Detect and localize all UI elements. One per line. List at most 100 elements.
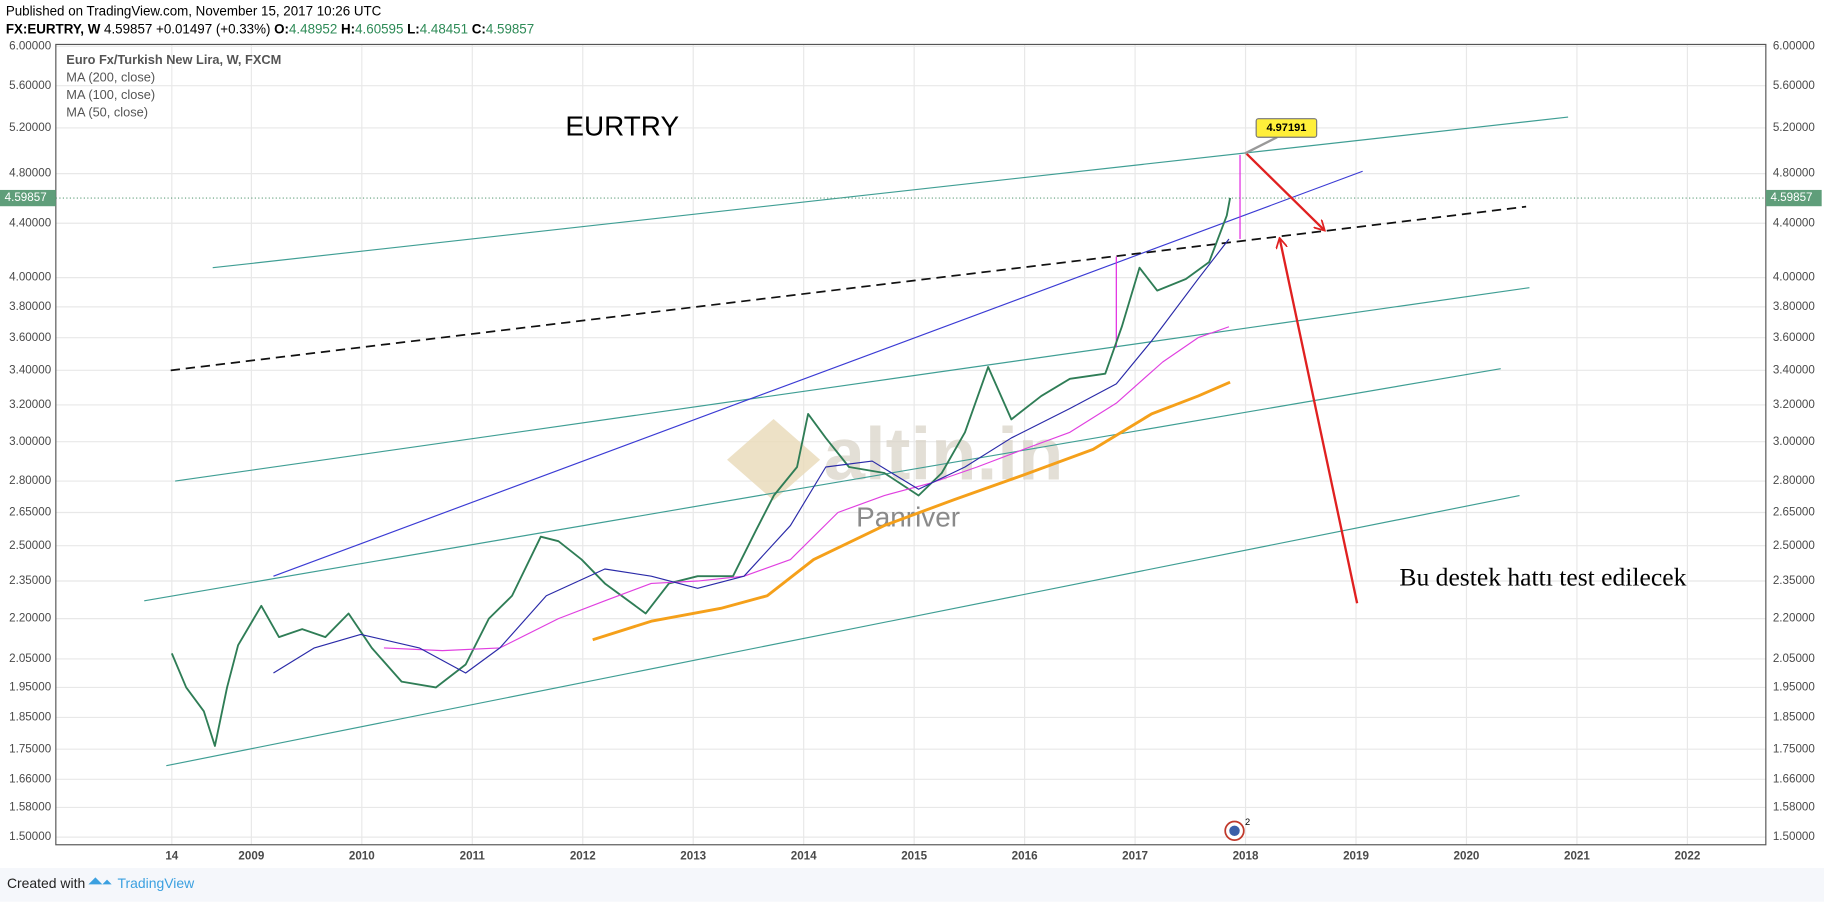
ohlc-label: C:	[472, 21, 486, 36]
symbol-line: FX:EURTRY, W 4.59857 +0.01497 (+0.33%) O…	[6, 21, 534, 36]
ohlc-value: 4.59857	[486, 21, 534, 36]
series-line	[170, 197, 1231, 747]
y-tick-label: 2.80000	[9, 474, 52, 487]
ohlc-value: 4.60595	[355, 21, 403, 36]
x-tick-label: 2014	[791, 849, 817, 862]
y-tick-label: 2.05000	[1773, 652, 1816, 665]
legend-entry: MA (200, close)	[66, 70, 155, 85]
event-badge: 2	[1245, 817, 1250, 827]
y-tick-label: 2.20000	[9, 612, 52, 625]
logo	[88, 877, 112, 885]
x-tick-label: 2018	[1233, 849, 1259, 862]
event-icon-inner	[1229, 825, 1240, 837]
series-line	[273, 238, 1230, 674]
y-tick-label: 3.80000	[9, 300, 52, 313]
x-tick-label: 2013	[680, 849, 706, 862]
y-tick-label: 1.66000	[9, 772, 52, 785]
callout-label: 4.97191	[1266, 122, 1306, 134]
y-tick-label: 4.80000	[1773, 167, 1816, 180]
ohlc-label: L:	[407, 21, 420, 36]
ohlc-label: O:	[274, 21, 289, 36]
x-tick-label: 2010	[349, 849, 375, 862]
last-price-box	[0, 189, 56, 207]
y-tick-label: 2.80000	[1773, 474, 1816, 487]
last-price-label: 4.59857	[5, 191, 47, 204]
y-tick-label: 2.50000	[1773, 539, 1816, 552]
x-tick-label: 2012	[570, 849, 596, 862]
x-tick-label: 2009	[238, 849, 264, 862]
footer-brand[interactable]: TradingView	[117, 875, 195, 891]
series-line	[592, 380, 1231, 642]
x-tick-label: 2011	[460, 849, 486, 862]
y-tick-label: 1.75000	[9, 742, 52, 755]
trendline	[166, 494, 1520, 767]
y-tick-label: 1.58000	[1773, 801, 1816, 814]
y-tick-label: 1.58000	[9, 801, 52, 814]
y-tick-label: 3.40000	[9, 363, 52, 376]
trendline	[273, 170, 1363, 577]
y-tick-label: 2.35000	[9, 574, 52, 587]
footer-created: Created with	[7, 875, 85, 891]
chart-title: EURTRY	[565, 111, 679, 142]
x-tick-label: 2016	[1012, 849, 1038, 862]
series-line	[383, 326, 1230, 652]
plot-area: 6.00000 6.00000 5.60000 5.60000 5.20000 5.200…	[0, 39, 1822, 862]
change: +0.01497 (+0.33%)	[156, 21, 270, 36]
y-tick-label: 3.20000	[1773, 398, 1816, 411]
y-tick-label: 4.40000	[9, 216, 52, 229]
arrow	[1280, 239, 1359, 604]
ohlc-value: 4.48952	[289, 21, 337, 36]
x-tick-label: 2017	[1122, 849, 1148, 862]
trendline	[212, 116, 1569, 269]
callout-pointer	[1244, 136, 1278, 155]
y-tick-label: 3.60000	[9, 331, 52, 344]
y-tick-label: 1.75000	[1773, 742, 1816, 755]
x-tick-label: 2015	[901, 849, 927, 862]
y-tick-label: 4.40000	[1773, 216, 1816, 229]
y-tick-label: 5.60000	[9, 79, 52, 92]
y-tick-label: 1.95000	[1773, 681, 1816, 694]
trendline	[170, 205, 1527, 372]
y-tick-label: 2.50000	[9, 539, 52, 552]
y-tick-label: 1.50000	[9, 830, 52, 843]
y-tick-label: 1.95000	[9, 681, 52, 694]
arrow	[1245, 152, 1324, 230]
x-tick-label: 2022	[1674, 849, 1700, 862]
y-tick-label: 5.20000	[9, 121, 52, 134]
y-tick-label: 3.00000	[1773, 435, 1816, 448]
y-tick-label: 5.60000	[1773, 79, 1816, 92]
y-tick-label: 3.80000	[1773, 300, 1816, 313]
watermark: altin.in	[824, 412, 1064, 495]
y-tick-label: 1.66000	[1773, 772, 1816, 785]
ohlc-value: 4.48451	[420, 21, 468, 36]
x-tick-label: 2020	[1454, 849, 1480, 862]
y-tick-label: 2.20000	[1773, 612, 1816, 625]
symbol: FX:EURTRY, W	[6, 21, 101, 36]
x-tick-label: 2019	[1343, 849, 1369, 862]
y-tick-label: 3.60000	[1773, 331, 1816, 344]
y-tick-label: 3.20000	[9, 398, 52, 411]
y-tick-label: 4.00000	[1773, 271, 1816, 284]
published: Published on TradingView.com, November 1…	[6, 3, 382, 18]
y-tick-label: 6.00000	[1773, 39, 1816, 52]
legend-entry: Euro Fx/Turkish New Lira, W, FXCM	[66, 52, 281, 67]
annotation: Bu destek hattı test edilecek	[1399, 562, 1686, 591]
trendline	[144, 368, 1501, 602]
ohlc-label: H:	[341, 21, 355, 36]
trendline	[175, 287, 1530, 482]
y-tick-label: 4.80000	[9, 167, 52, 180]
y-tick-label: 3.00000	[9, 435, 52, 448]
callout-box	[1255, 118, 1318, 138]
y-tick-label: 3.40000	[1773, 363, 1816, 376]
footer	[0, 868, 1824, 902]
y-tick-label: 1.85000	[1773, 711, 1816, 724]
y-tick-label: 2.65000	[1773, 506, 1816, 519]
x-tick-label: 2021	[1564, 849, 1590, 862]
legend-entry: MA (50, close)	[66, 104, 148, 119]
y-tick-label: 2.05000	[9, 652, 52, 665]
plot-frame	[55, 43, 1767, 846]
y-tick-label: 2.65000	[9, 506, 52, 519]
